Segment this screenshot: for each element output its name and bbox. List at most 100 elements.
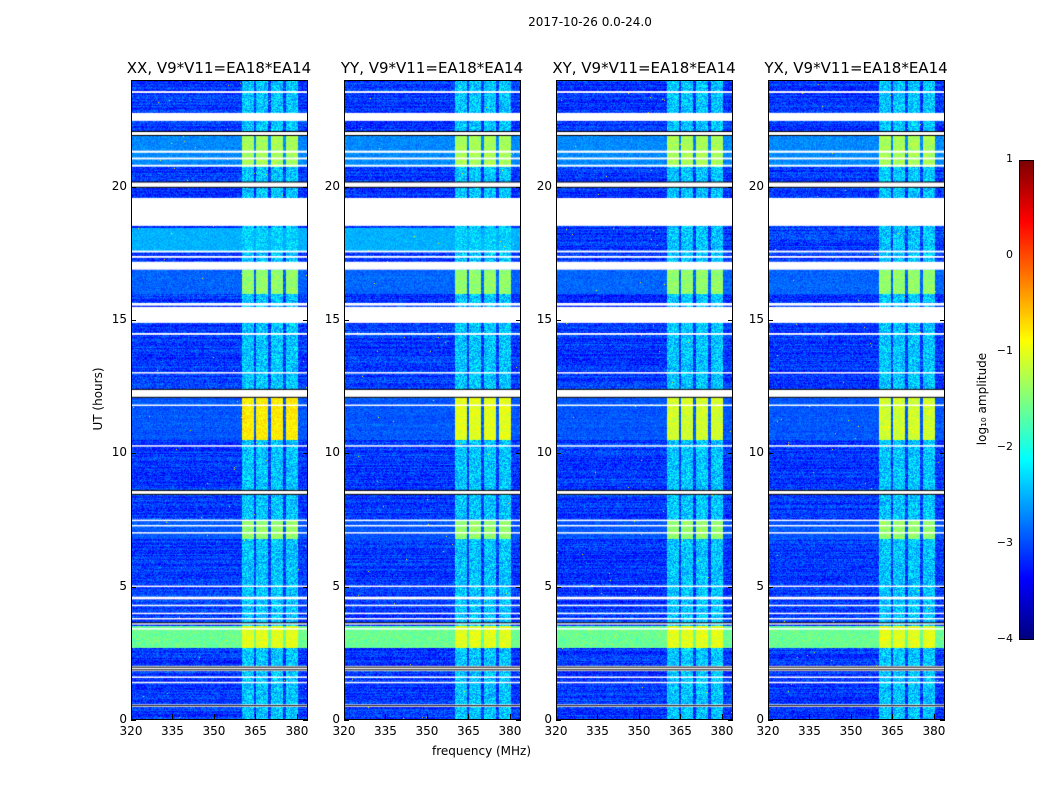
y-tick-mark (556, 320, 561, 321)
x-tick-label: 335 (798, 724, 821, 738)
x-tick-label: 320 (544, 724, 568, 738)
x-tick-mark (638, 714, 640, 719)
y-tick-label: 10 (748, 445, 764, 460)
y-tick-label: 15 (536, 312, 552, 326)
y-tick-label: 5 (332, 578, 340, 593)
y-tick-label: 0 (544, 712, 552, 726)
y-tick-mark (556, 586, 561, 588)
x-tick-label: 365 (457, 724, 480, 738)
y-tick-label: 15 (111, 312, 127, 326)
y-tick-mark-right (728, 320, 733, 321)
x-tick-label: 380 (285, 724, 309, 738)
y-tick-mark-right (303, 453, 308, 455)
y-tick-mark-right (728, 186, 733, 188)
heatmap-image (132, 81, 307, 719)
y-tick-label: 20 (536, 178, 552, 193)
y-tick-mark-right (940, 453, 945, 455)
y-tick-mark (131, 186, 136, 188)
y-tick-label: 15 (748, 312, 764, 326)
colorbar-tick-label: −1 (996, 344, 1013, 357)
x-tick-mark (468, 714, 470, 719)
figure-title: 2017-10-26 0.0-24.0 (528, 15, 652, 29)
y-axis-label: UT (hours) (91, 367, 105, 431)
y-tick-mark (556, 186, 561, 188)
y-tick-label: 10 (536, 445, 552, 460)
x-tick-label: 365 (244, 724, 267, 738)
y-tick-mark (344, 720, 349, 721)
x-tick-label: 320 (119, 724, 143, 738)
y-tick-label: 15 (324, 312, 340, 326)
y-tick-mark-right (516, 453, 521, 455)
panel-title: XX, V9*V11=EA18*EA14 (126, 59, 312, 77)
x-tick-label: 380 (710, 724, 734, 738)
x-tick-label: 350 (627, 724, 651, 738)
y-tick-mark (131, 720, 136, 721)
x-tick-mark (509, 714, 511, 719)
y-tick-label: 10 (111, 445, 127, 460)
y-tick-mark (131, 453, 136, 455)
heatmap-image (345, 81, 520, 719)
y-tick-mark-right (940, 720, 945, 721)
y-tick-mark-right (516, 720, 521, 721)
x-tick-mark (344, 714, 345, 719)
x-tick-label: 380 (922, 724, 946, 738)
x-tick-mark (296, 714, 298, 719)
x-tick-mark (556, 714, 557, 719)
y-tick-mark-right (516, 586, 521, 588)
y-tick-mark (556, 720, 561, 721)
y-tick-mark (768, 453, 773, 455)
y-tick-label: 20 (748, 178, 764, 193)
x-tick-mark (721, 714, 723, 719)
y-tick-label: 20 (324, 178, 340, 193)
x-tick-mark (809, 714, 811, 719)
x-tick-label: 335 (161, 724, 184, 738)
y-tick-mark (556, 453, 561, 455)
x-tick-label: 335 (374, 724, 397, 738)
heatmap-panel-yy (344, 80, 521, 720)
x-tick-label: 350 (202, 724, 226, 738)
x-tick-label: 365 (669, 724, 692, 738)
x-tick-mark (680, 714, 682, 719)
x-tick-label: 350 (415, 724, 439, 738)
colorbar-tick-label: −3 (996, 536, 1013, 549)
x-tick-label: 380 (498, 724, 522, 738)
y-tick-label: 10 (324, 445, 340, 460)
y-tick-mark (344, 453, 349, 455)
colorbar-label: log₁₀ amplitude (975, 352, 989, 446)
colorbar-gradient (1020, 161, 1033, 639)
heatmap-image (557, 81, 732, 719)
x-tick-mark (255, 714, 257, 719)
y-tick-mark-right (303, 320, 308, 321)
x-tick-label: 320 (332, 724, 356, 738)
x-axis-label: frequency (MHz) (432, 744, 532, 758)
y-tick-mark-right (516, 186, 521, 188)
x-tick-mark (213, 714, 215, 719)
colorbar-tick-label: −2 (996, 440, 1013, 453)
y-tick-label: 0 (119, 712, 127, 726)
y-tick-label: 20 (111, 178, 127, 193)
y-tick-mark (768, 720, 773, 721)
heatmap-panel-xx (131, 80, 308, 720)
colorbar-tick-label: −4 (996, 632, 1013, 645)
y-tick-mark (768, 586, 773, 588)
panel-title: XY, V9*V11=EA18*EA14 (552, 59, 736, 77)
y-tick-label: 5 (756, 578, 764, 593)
x-tick-label: 350 (839, 724, 863, 738)
y-tick-label: 5 (544, 578, 552, 593)
y-tick-mark-right (728, 586, 733, 588)
y-tick-mark-right (940, 320, 945, 321)
y-tick-mark (344, 586, 349, 588)
x-tick-mark (850, 714, 852, 719)
x-tick-mark (426, 714, 428, 719)
y-tick-mark (344, 320, 349, 321)
colorbar-tick-label: 1 (1006, 152, 1013, 165)
x-tick-mark (131, 714, 132, 719)
x-tick-label: 365 (881, 724, 904, 738)
x-tick-mark (933, 714, 935, 719)
y-tick-mark-right (728, 720, 733, 721)
y-tick-mark-right (303, 720, 308, 721)
y-tick-mark-right (940, 586, 945, 588)
panel-title: YY, V9*V11=EA18*EA14 (340, 59, 524, 77)
y-tick-mark (131, 586, 136, 588)
